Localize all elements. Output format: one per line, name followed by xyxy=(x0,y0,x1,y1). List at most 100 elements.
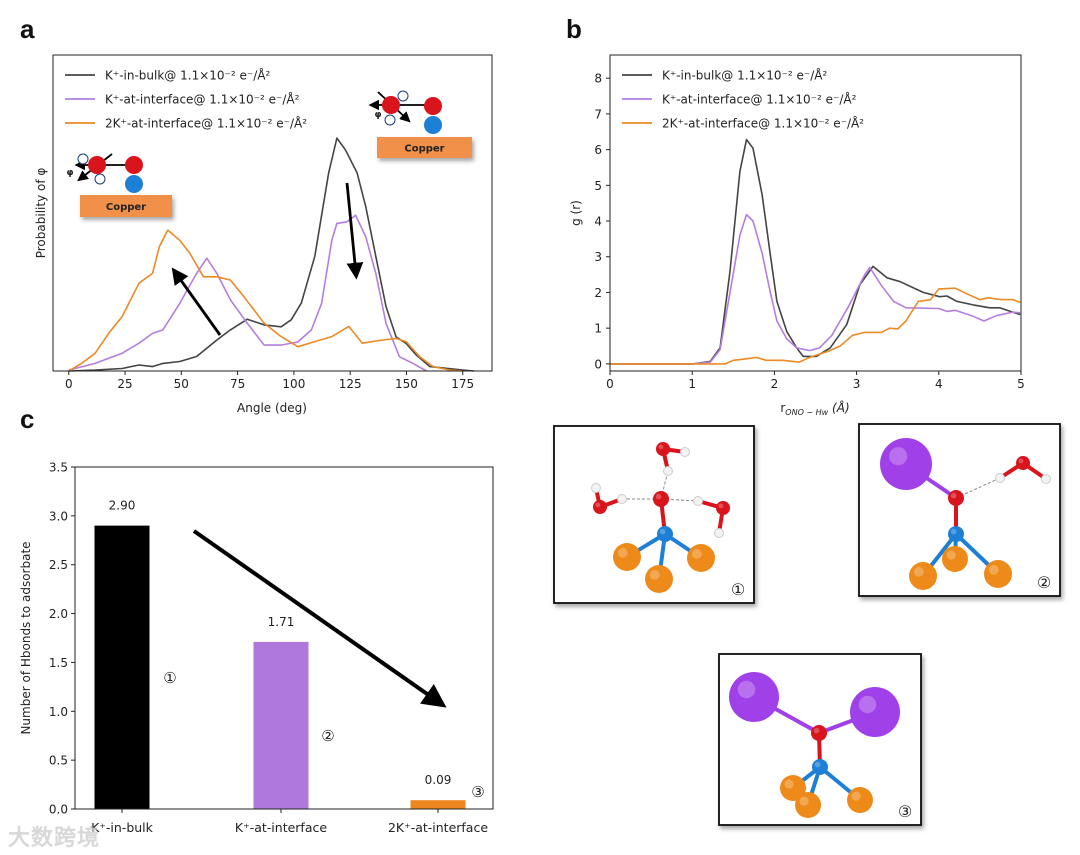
hydrogen-atom xyxy=(714,528,724,538)
structure-label: ③ xyxy=(898,802,912,821)
highlight xyxy=(718,503,724,509)
structure-1: ① xyxy=(553,425,755,604)
y-tick-label: 2.0 xyxy=(49,607,68,621)
y-tick-label: 0 xyxy=(594,357,602,371)
structure-label: ① xyxy=(731,580,745,599)
bar-value-label-0: 2.90 xyxy=(109,499,136,513)
highlight xyxy=(655,493,662,500)
copper-atom xyxy=(780,775,806,801)
legend-label-1: K⁺-at-interface@ 1.1×10⁻² e⁻/Å² xyxy=(105,92,300,107)
chart-b: 0 1 2 3 4 5 0 1 2 3 4 5 6 7 8 K⁺-in-bulk@ 1.1×10⁻² e⁻/Å… xyxy=(569,54,1025,417)
trend-arrow-down xyxy=(345,182,364,280)
highlight xyxy=(889,447,908,466)
x-tick-label: 50 xyxy=(174,377,189,391)
hydrogen-atom xyxy=(680,447,690,457)
hydrogen-atom xyxy=(617,494,627,504)
highlight xyxy=(799,796,809,806)
highlight xyxy=(682,449,686,453)
x-tick-label: 2 xyxy=(771,377,779,391)
hydrogen-atom xyxy=(94,173,106,185)
series-line-0 xyxy=(68,137,475,372)
hydrogen-atom xyxy=(995,473,1005,483)
x-tick-label: 0 xyxy=(606,377,614,391)
y-tick-label: 3.5 xyxy=(49,461,68,475)
oxygen-atom xyxy=(382,96,400,114)
panel-letter-a: a xyxy=(20,14,35,44)
structure-marker-2: ③ xyxy=(471,783,484,801)
legend-label-1: K⁺-at-interface@ 1.1×10⁻² e⁻/Å² xyxy=(662,92,857,107)
potassium-atom xyxy=(880,438,932,490)
y-axis-label: Number of Hbonds to adsorbate xyxy=(19,541,33,734)
potassium-atom xyxy=(729,672,779,722)
copper-atom xyxy=(984,560,1012,588)
plot-frame xyxy=(74,466,494,810)
copper-atom xyxy=(847,787,873,813)
highlight xyxy=(997,475,1001,479)
y-axis-label: Probability of φ xyxy=(34,168,48,259)
hydrogen-atom xyxy=(77,153,89,165)
x-tick-label-2: 2K⁺-at-interface xyxy=(388,820,488,835)
panel-letter-b: b xyxy=(566,14,582,44)
structure-label: ② xyxy=(1037,573,1051,592)
copper-atom xyxy=(645,565,673,593)
oxygen-atom xyxy=(593,500,607,514)
x-tick-label: 150 xyxy=(395,377,418,391)
plot-frame xyxy=(52,54,493,372)
oxygen-atom xyxy=(653,491,669,507)
y-tick-label: 1.0 xyxy=(49,705,68,719)
copper-slab xyxy=(377,137,472,158)
highlight xyxy=(950,528,957,535)
chart-c: 2.90 K⁺-in-bulk 1.71 K⁺-at-interface 0.09 2K⁺… xyxy=(19,461,494,835)
y-axis-label: g (r) xyxy=(569,200,583,226)
oxygen-atom xyxy=(811,725,827,741)
structure-marker-1: ② xyxy=(321,727,334,745)
series-line-1 xyxy=(68,214,427,372)
oxygen-atom xyxy=(1016,456,1030,470)
x-tick-label-1: K⁺-at-interface xyxy=(235,820,327,835)
x-tick-label: 100 xyxy=(282,377,305,391)
watermark: 大数跨境 xyxy=(8,826,101,851)
x-tick-label: 25 xyxy=(117,377,132,391)
highlight xyxy=(695,498,699,502)
highlight xyxy=(619,496,623,500)
highlight xyxy=(813,727,820,734)
nitrogen-atom xyxy=(125,175,143,193)
highlight xyxy=(913,566,924,577)
y-tick-label: 3.0 xyxy=(49,509,68,523)
x-axis-label: rONO − Hw (Å) xyxy=(780,400,849,417)
highlight xyxy=(1043,476,1047,480)
copper-atom xyxy=(613,543,641,571)
nitrogen-atom xyxy=(657,526,673,542)
series-line-2 xyxy=(68,229,463,372)
phi-symbol: φ xyxy=(374,110,381,120)
series-line-0 xyxy=(610,138,1021,365)
highlight xyxy=(658,444,664,450)
potassium-atom xyxy=(850,687,900,737)
y-tick-label: 2.5 xyxy=(49,558,68,572)
hydrogen-atom xyxy=(384,114,396,126)
y-tick-label: 7 xyxy=(594,107,602,121)
y-tick-label: 6 xyxy=(594,143,602,157)
copper-atom xyxy=(795,792,821,818)
hydrogen-atom xyxy=(693,496,703,506)
highlight xyxy=(737,680,756,699)
highlight xyxy=(649,569,660,580)
x-tick-label-0: K⁺-in-bulk xyxy=(91,820,154,835)
copper-label: Copper xyxy=(106,202,146,213)
structure-2: ② xyxy=(858,423,1061,597)
highlight xyxy=(593,485,597,489)
oxygen-atom xyxy=(424,97,442,115)
nitrogen-atom xyxy=(424,116,442,134)
bar-value-label-2: 0.09 xyxy=(425,773,452,787)
x-tick-label: 5 xyxy=(1017,377,1025,391)
highlight xyxy=(950,492,957,499)
highlight xyxy=(988,564,999,575)
trend-arrow-decrease xyxy=(192,529,447,708)
hydrogen-atom xyxy=(663,466,673,476)
highlight xyxy=(665,468,669,472)
legend-label-0: K⁺-in-bulk@ 1.1×10⁻² e⁻/Å² xyxy=(105,68,270,83)
highlight xyxy=(946,550,956,560)
bar-value-label-1: 1.71 xyxy=(268,615,295,629)
y-tick-label: 8 xyxy=(594,72,602,86)
